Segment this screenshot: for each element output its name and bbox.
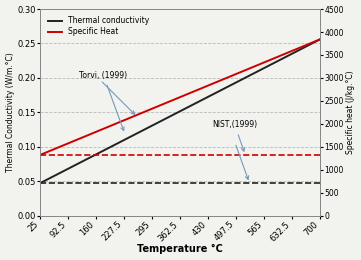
X-axis label: Temperature °C: Temperature °C [137,244,223,255]
Legend: Thermal conductivity, Specific Heat: Thermal conductivity, Specific Heat [47,15,151,38]
Text: NIST,(1999): NIST,(1999) [212,120,257,151]
Y-axis label: Specific heat (J/kg.°C): Specific heat (J/kg.°C) [347,70,356,154]
Y-axis label: Thermal Conductivity (W/m.°C): Thermal Conductivity (W/m.°C) [5,53,14,172]
Text: Torvi, (1999): Torvi, (1999) [79,71,127,131]
